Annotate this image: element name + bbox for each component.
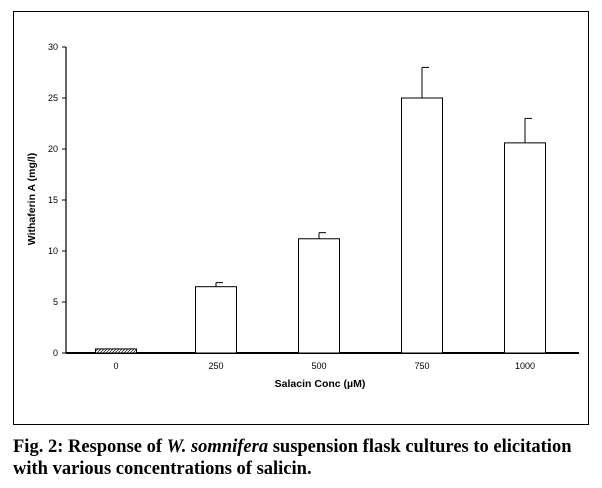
caption-prefix: Fig. 2: Response of bbox=[13, 437, 167, 457]
y-tick-label: 10 bbox=[48, 246, 58, 256]
bars bbox=[95, 97, 546, 354]
x-axis-title: Salacin Conc (µM) bbox=[275, 378, 366, 390]
x-tick-label: 1000 bbox=[515, 361, 535, 371]
y-tick-label: 5 bbox=[53, 297, 58, 307]
bar-500 bbox=[298, 238, 340, 354]
x-tick-label: 750 bbox=[414, 361, 429, 371]
caption-species: W. somnifera bbox=[166, 437, 269, 457]
error-bars bbox=[215, 66, 532, 287]
y-tick-label: 30 bbox=[48, 42, 58, 52]
bar-750 bbox=[401, 97, 443, 354]
y-tick-label: 25 bbox=[48, 93, 58, 103]
x-tick-label: 250 bbox=[208, 361, 223, 371]
bar-250 bbox=[195, 286, 237, 354]
x-axis: 0 250 500 750 1000 bbox=[66, 352, 579, 371]
y-axis-title: Withaferin A (mg/l) bbox=[26, 153, 38, 245]
y-tick-label: 15 bbox=[48, 195, 58, 205]
caption-suffix: suspension flask cultures to elicitation… bbox=[13, 437, 572, 479]
bar-chart: 0 5 10 15 20 25 30 0 250 500 750 1000 Withaferin A… bbox=[26, 42, 579, 390]
figure-caption: Fig. 2: Response of W. somnifera suspens… bbox=[13, 436, 593, 480]
x-tick-label: 0 bbox=[113, 361, 118, 371]
bar-0 bbox=[95, 348, 137, 354]
y-tick-label: 0 bbox=[53, 348, 58, 358]
figure-frame bbox=[13, 11, 589, 425]
bar-1000 bbox=[504, 142, 546, 354]
y-tick-label: 20 bbox=[48, 144, 58, 154]
y-axis: 0 5 10 15 20 25 30 bbox=[48, 42, 67, 358]
x-tick-label: 500 bbox=[311, 361, 326, 371]
